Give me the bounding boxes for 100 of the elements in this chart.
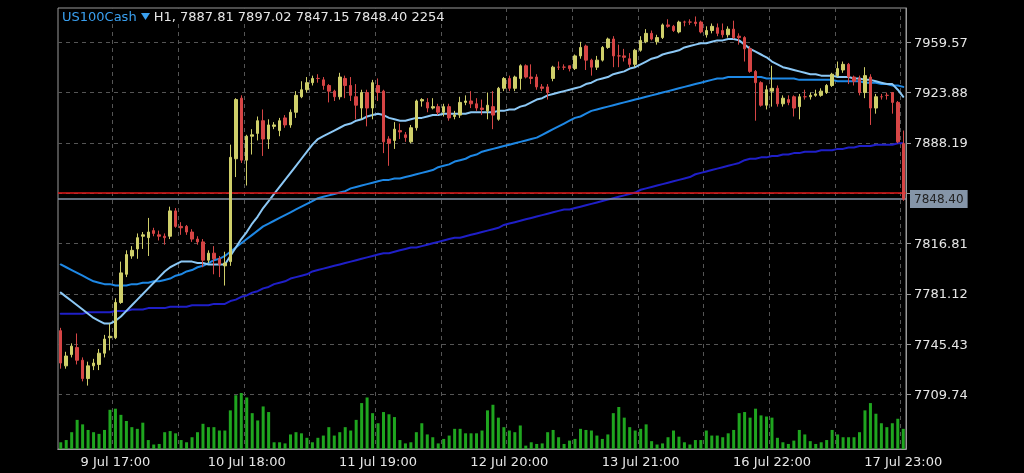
candlestick [628, 52, 631, 68]
bar [524, 445, 528, 449]
candlestick [677, 20, 681, 34]
bar [814, 443, 818, 449]
x-tick-label: 17 Jul 23:00 [864, 454, 943, 469]
candlestick [612, 35, 615, 68]
candlestick [376, 77, 380, 102]
x-tick-label: 13 Jul 21:00 [601, 454, 680, 469]
candlestick [185, 224, 188, 236]
candlestick [759, 80, 763, 108]
bar [217, 430, 221, 449]
candlestick [240, 94, 243, 164]
bar [420, 423, 424, 449]
candlestick [497, 86, 500, 122]
candlestick [426, 97, 429, 113]
candlestick [721, 23, 724, 39]
bar [75, 419, 79, 449]
bar [289, 434, 293, 449]
candlestick [92, 358, 95, 371]
bar [250, 413, 254, 449]
bar [354, 419, 358, 449]
candlestick [420, 97, 424, 108]
candlestick [190, 228, 194, 243]
y-tick-label: 7709.74 [914, 386, 968, 402]
bar [721, 437, 725, 449]
bar [573, 438, 577, 449]
candlestick [409, 124, 413, 144]
bar [349, 430, 353, 449]
candlestick [486, 92, 489, 120]
bar [557, 437, 561, 449]
bar [392, 417, 396, 449]
candlestick [300, 80, 303, 99]
bar [688, 444, 692, 449]
bar [661, 443, 665, 449]
candlestick [333, 89, 336, 102]
bar [699, 440, 703, 449]
bar [206, 427, 210, 449]
bar [617, 407, 621, 449]
bar [92, 432, 96, 449]
bar [267, 412, 271, 449]
bar [786, 443, 790, 449]
bar [830, 429, 834, 449]
bar [896, 418, 900, 449]
bar [743, 412, 747, 449]
bar [398, 440, 402, 449]
candlestick [622, 48, 626, 63]
bar [639, 428, 643, 449]
candlestick [508, 75, 511, 92]
bar [671, 430, 675, 449]
candlestick [672, 24, 675, 33]
candlestick [464, 94, 467, 106]
x-tick-label: 10 Jul 18:00 [207, 454, 286, 469]
bar [272, 442, 276, 449]
bar [885, 427, 889, 449]
candlestick [902, 130, 905, 202]
candlestick [475, 97, 478, 112]
bar [469, 433, 473, 449]
bar [797, 429, 801, 449]
bar [294, 432, 298, 449]
x-tick-label: 16 Jul 22:00 [732, 454, 811, 469]
bar [874, 413, 878, 449]
bar [299, 433, 303, 449]
bar [529, 442, 533, 449]
bar [81, 424, 85, 449]
bar [754, 408, 758, 449]
candlestick [431, 97, 435, 110]
bar [781, 442, 785, 449]
bar [447, 435, 451, 449]
candlestick [371, 79, 374, 120]
candlestick [360, 89, 363, 120]
candlestick [141, 231, 145, 250]
bar [715, 435, 719, 449]
candlestick [519, 63, 522, 91]
y-tick-label: 7781.12 [914, 286, 968, 302]
bar [759, 415, 763, 449]
candlestick [354, 83, 358, 120]
bar [852, 437, 856, 449]
candlestick [212, 245, 216, 275]
candlestick [732, 20, 735, 40]
candlestick [322, 76, 325, 91]
candlestick [136, 232, 139, 260]
chart-subtitle: H1, 7887.81 7897.02 7847.15 7848.40 2254 [153, 9, 445, 24]
candlestick [836, 61, 839, 78]
candlestick [737, 32, 741, 46]
bar [546, 432, 550, 449]
line-series [59, 38, 905, 325]
bar [562, 443, 566, 449]
bar [622, 417, 626, 449]
candlestick [469, 90, 473, 109]
bar [382, 412, 386, 449]
x-tick-label: 12 Jul 20:00 [470, 454, 549, 469]
candlestick [130, 245, 134, 260]
bar [59, 442, 63, 449]
bar [212, 427, 216, 449]
bar [600, 438, 604, 449]
bar [332, 435, 336, 449]
candlestick [283, 114, 287, 129]
bar [168, 431, 172, 449]
bar [589, 430, 593, 449]
candlestick [436, 103, 440, 116]
